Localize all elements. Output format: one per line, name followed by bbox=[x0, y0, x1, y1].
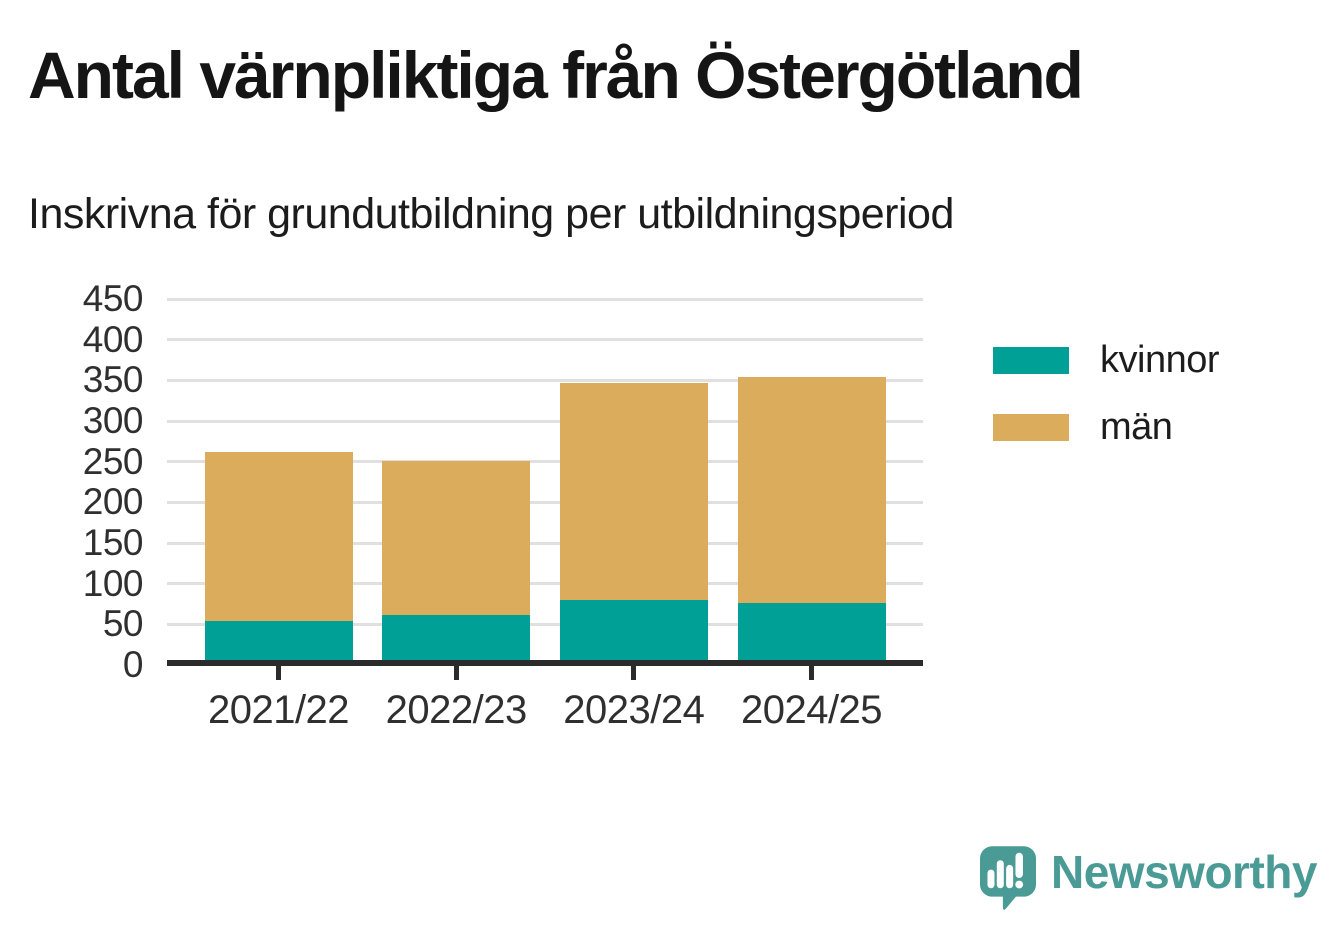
x-tick-2024/25 bbox=[809, 666, 814, 680]
gridline-150 bbox=[167, 541, 923, 545]
x-tick-label: 2024/25 bbox=[740, 688, 883, 732]
gridline-250 bbox=[167, 460, 923, 464]
legend-label-man: män bbox=[1100, 406, 1173, 448]
x-tick-label: 2022/23 bbox=[385, 688, 528, 732]
y-tick-label: 300 bbox=[82, 400, 144, 441]
legend-label-kvinnor: kvinnor bbox=[1100, 339, 1220, 381]
gridline-450 bbox=[167, 297, 923, 301]
x-tick-label: 2021/22 bbox=[207, 688, 350, 732]
gridline-400 bbox=[167, 338, 923, 342]
legend: kvinnor män bbox=[993, 339, 1220, 446]
y-tick-label: 250 bbox=[82, 440, 144, 482]
bar-man-2022/23 bbox=[382, 460, 531, 615]
chart-subtitle: Inskrivna för grundutbildning per utbild… bbox=[28, 190, 954, 238]
y-tick-label: 450 bbox=[82, 278, 144, 319]
bar-man-2024/25 bbox=[737, 377, 886, 604]
x-tick-label: 2023/24 bbox=[563, 688, 705, 732]
y-tick-label: 50 bbox=[102, 603, 144, 645]
gridline-200 bbox=[167, 500, 923, 504]
bar-kvinnor-2023/24 bbox=[559, 599, 708, 665]
bar-kvinnor-2021/22 bbox=[204, 621, 353, 665]
bar-kvinnor-2022/23 bbox=[382, 614, 531, 665]
y-tick-label: 100 bbox=[82, 562, 144, 604]
x-tick-2022/23 bbox=[453, 666, 459, 680]
legend-item-kvinnor: kvinnor bbox=[993, 339, 1220, 381]
y-tick-label: 200 bbox=[82, 481, 144, 523]
chart-title: Antal värnpliktiga från Östergötland bbox=[28, 38, 1084, 112]
gridline-50 bbox=[167, 622, 923, 626]
newsworthy-logo-text: Newsworthy bbox=[1051, 846, 1317, 898]
y-tick-label: 400 bbox=[82, 318, 144, 360]
y-tick-label: 0 bbox=[122, 644, 144, 685]
x-tick-2023/24 bbox=[631, 666, 637, 680]
x-axis-line bbox=[167, 660, 923, 666]
bar-kvinnor-2024/25 bbox=[737, 603, 886, 665]
y-tick-label: 150 bbox=[82, 522, 144, 563]
plot-area bbox=[167, 297, 923, 680]
legend-swatch-man bbox=[993, 413, 1069, 441]
x-tick-2021/22 bbox=[276, 666, 281, 680]
newsworthy-logo: Newsworthy bbox=[980, 846, 1317, 910]
y-tick-label: 350 bbox=[82, 359, 144, 401]
bar-man-2023/24 bbox=[559, 382, 708, 600]
gridline-350 bbox=[167, 378, 923, 382]
gridline-300 bbox=[167, 419, 923, 423]
gridline-100 bbox=[167, 582, 923, 586]
legend-swatch-kvinnor bbox=[993, 346, 1069, 374]
newsworthy-speech-bubble-icon bbox=[980, 846, 1036, 910]
legend-item-man: män bbox=[993, 408, 1219, 446]
bar-man-2021/22 bbox=[204, 451, 353, 622]
